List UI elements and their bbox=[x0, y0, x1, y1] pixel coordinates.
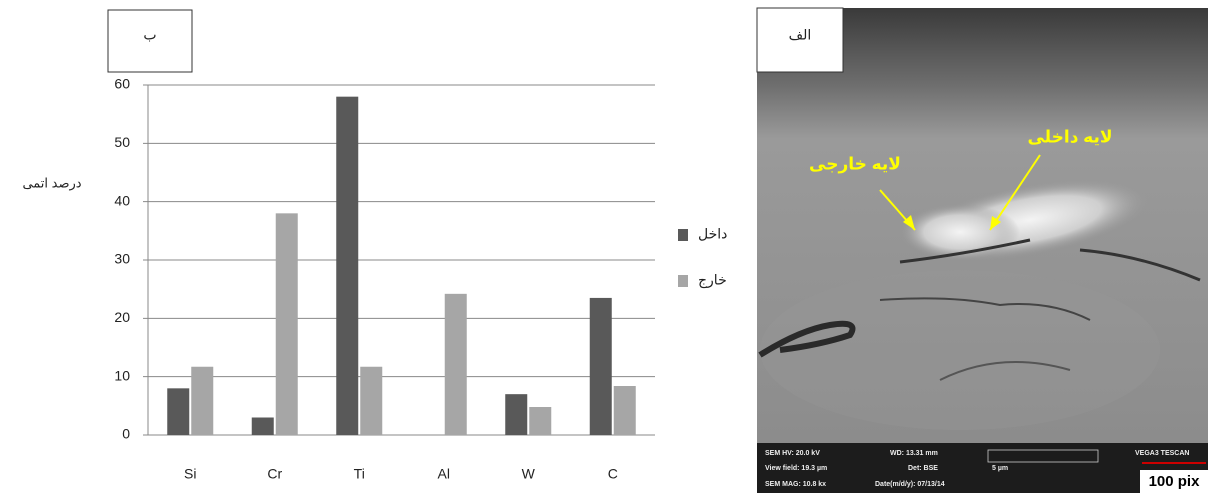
sem-image bbox=[757, 8, 1208, 493]
bar bbox=[505, 394, 527, 435]
y-tick-label: 0 bbox=[122, 426, 130, 442]
info-text: WD: 13.31 mm bbox=[890, 450, 938, 457]
page: ب درصد اتمی الف لایه داخلی لایه خارجی SE… bbox=[0, 0, 1208, 498]
info-text: Det: BSE bbox=[908, 465, 938, 472]
y-axis-label: درصد اتمی bbox=[22, 175, 81, 191]
legend-swatch bbox=[678, 275, 688, 287]
bar bbox=[529, 407, 551, 435]
y-tick-label: 60 bbox=[114, 76, 130, 92]
y-tick-label: 30 bbox=[114, 251, 130, 267]
info-text: SEM MAG: 10.8 kx bbox=[765, 481, 826, 488]
y-tick-label: 10 bbox=[114, 367, 130, 383]
y-tick-label: 20 bbox=[114, 309, 130, 325]
info-text: 5 µm bbox=[992, 465, 1008, 472]
info-text: VEGA3 TESCAN bbox=[1135, 450, 1189, 457]
bar bbox=[590, 298, 612, 435]
info-text: Date(m/d/y): 07/13/14 bbox=[875, 481, 945, 488]
y-tick-label: 50 bbox=[114, 134, 130, 150]
x-tick-label: Si bbox=[184, 466, 196, 482]
bar bbox=[336, 97, 358, 435]
bar bbox=[614, 386, 636, 435]
bar bbox=[445, 294, 467, 435]
bar bbox=[252, 418, 274, 436]
x-tick-label: W bbox=[522, 466, 536, 482]
x-tick-label: Ti bbox=[354, 466, 365, 482]
legend-swatch bbox=[678, 229, 688, 241]
x-tick-label: Cr bbox=[267, 466, 282, 482]
legend-label: خارج bbox=[698, 272, 727, 289]
x-tick-label: C bbox=[608, 466, 618, 482]
bar bbox=[360, 367, 382, 435]
annotation: لایه خارجی bbox=[809, 154, 901, 173]
bar bbox=[167, 388, 189, 435]
y-tick-label: 40 bbox=[114, 192, 130, 208]
image-label: الف bbox=[789, 27, 812, 43]
bar bbox=[191, 367, 213, 435]
info-text: View field: 19.3 µm bbox=[765, 465, 827, 472]
legend-label: داخل bbox=[698, 226, 727, 242]
scale-label: 100 pix bbox=[1149, 473, 1201, 490]
bar bbox=[276, 213, 298, 435]
figure: ب درصد اتمی الف لایه داخلی لایه خارجی SE… bbox=[0, 0, 1208, 493]
annotation: لایه داخلی bbox=[1027, 127, 1112, 146]
panel-label: ب bbox=[143, 27, 156, 43]
x-tick-label: Al bbox=[438, 466, 450, 482]
info-text: SEM HV: 20.0 kV bbox=[765, 450, 820, 457]
